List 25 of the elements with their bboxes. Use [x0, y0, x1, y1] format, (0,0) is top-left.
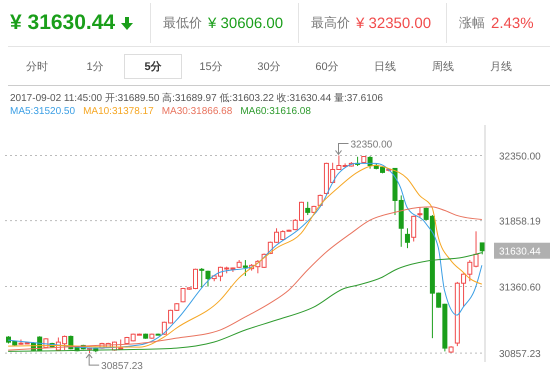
- text: 60分: [315, 60, 339, 74]
- text: MA30:31866.68: [162, 105, 232, 118]
- text: 15分: [199, 60, 223, 74]
- y-tick-label: 31858.19: [499, 216, 542, 228]
- y-tick-label: 32350.00: [499, 151, 542, 162]
- text: 涨幅 2.43%: [459, 14, 534, 32]
- annotation: 30857.23: [101, 361, 144, 372]
- text: 30分: [257, 60, 281, 74]
- text: 最低价 ¥ 30606.00: [163, 14, 284, 32]
- text: 分时: [26, 60, 48, 74]
- text: MA10:31378.17: [83, 105, 154, 118]
- chart-title: ¥ 31630.44: [10, 11, 116, 35]
- text: 日线: [374, 60, 396, 74]
- text: MA60:31616.08: [240, 105, 311, 118]
- text: MA5:31520.50: [10, 105, 76, 118]
- annotation: 32350.00: [350, 139, 393, 150]
- text: 月线: [490, 60, 512, 74]
- text: 5分: [124, 54, 182, 78]
- chart-subtitle: 2017-09-02 11:45:00 开:31689.50 高:31689.97 低:31603.22 收:31630.44 量:37.6106: [9, 92, 384, 105]
- y-tick-label: 30857.23: [499, 349, 542, 360]
- text: 周线: [432, 60, 454, 74]
- y-tick-label: 31360.60: [499, 282, 542, 294]
- y-tick-label: 31630.44: [499, 246, 542, 258]
- text: 1分: [86, 60, 104, 74]
- text: 最高价 ¥ 32350.00: [311, 14, 432, 32]
